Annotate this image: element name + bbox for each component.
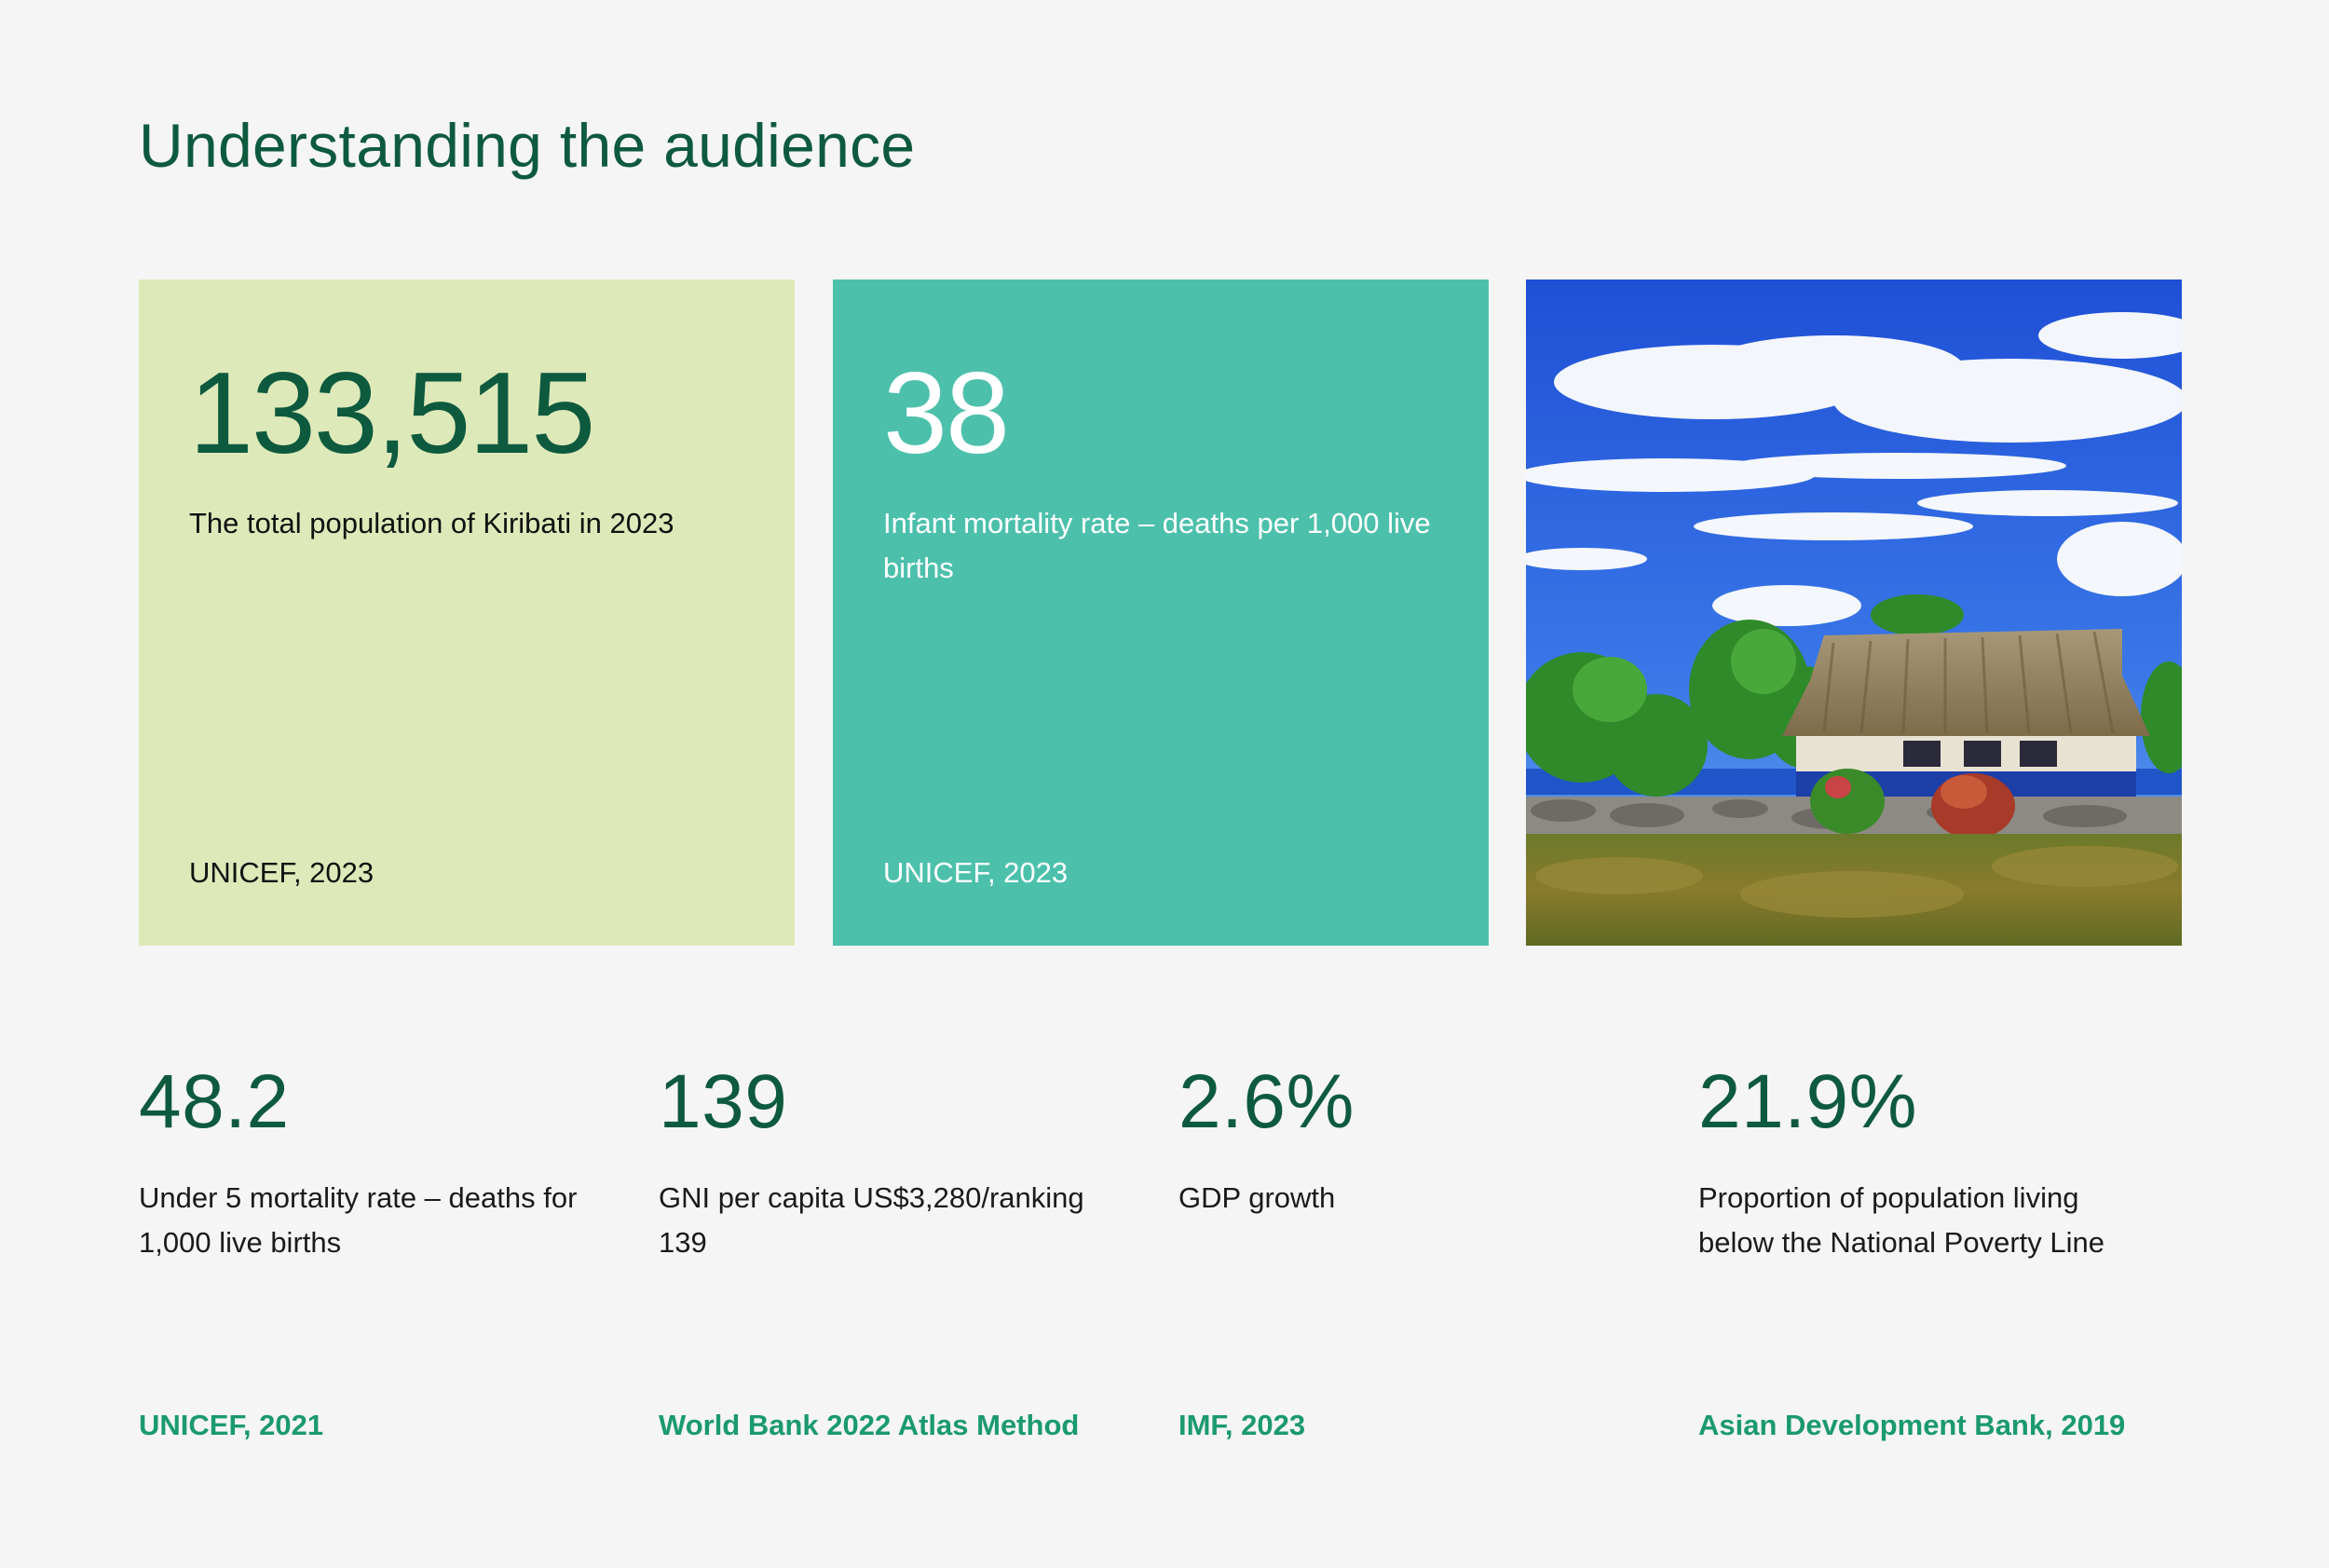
stat-label: Proportion of population living below th… — [1698, 1181, 2104, 1259]
population-source: UNICEF, 2023 — [189, 856, 375, 889]
population-description: The total population of Kiribati in 2023 — [189, 507, 674, 539]
stat-label: Under 5 mortality rate – deaths for 1,00… — [139, 1181, 578, 1259]
population-card: 133,515 The total population of Kiribati… — [139, 280, 795, 946]
stat-source-poverty: Asian Development Bank, 2019 — [1698, 1409, 2126, 1441]
stat-label: GNI per capita US$3,280/ranking 139 — [659, 1181, 1084, 1259]
infant-mortality-card: 38 Infant mortality rate – deaths per 1,… — [833, 280, 1489, 946]
stat-source-under5: UNICEF, 2021 — [139, 1409, 324, 1441]
stat-value: 2.6% — [1178, 1059, 1355, 1144]
stat-value: 48.2 — [139, 1059, 290, 1144]
stat-value: 139 — [659, 1059, 788, 1144]
infant-mortality-source: UNICEF, 2023 — [883, 856, 1069, 889]
infant-mortality-description: Infant mortality rate – deaths per 1,000… — [883, 507, 1431, 584]
island-hut-image — [1526, 280, 2182, 946]
stat-under5-mortality: 48.2 Under 5 mortality rate – deaths for… — [139, 1064, 623, 1265]
population-value: 133,515 — [189, 349, 595, 478]
stat-label: GDP growth — [1178, 1181, 1336, 1214]
stat-source-gni: World Bank 2022 Atlas Method — [659, 1409, 1080, 1441]
stat-poverty-line: 21.9% Proportion of population living be… — [1698, 1064, 2183, 1265]
stat-source-gdp: IMF, 2023 — [1178, 1409, 1306, 1441]
infant-mortality-value: 38 — [883, 349, 1010, 478]
page-title: Understanding the audience — [139, 111, 916, 180]
stat-gdp-growth: 2.6% GDP growth — [1178, 1064, 1663, 1220]
stat-value: 21.9% — [1698, 1059, 1918, 1144]
stat-gni-per-capita: 139 GNI per capita US$3,280/ranking 139 — [659, 1064, 1143, 1265]
